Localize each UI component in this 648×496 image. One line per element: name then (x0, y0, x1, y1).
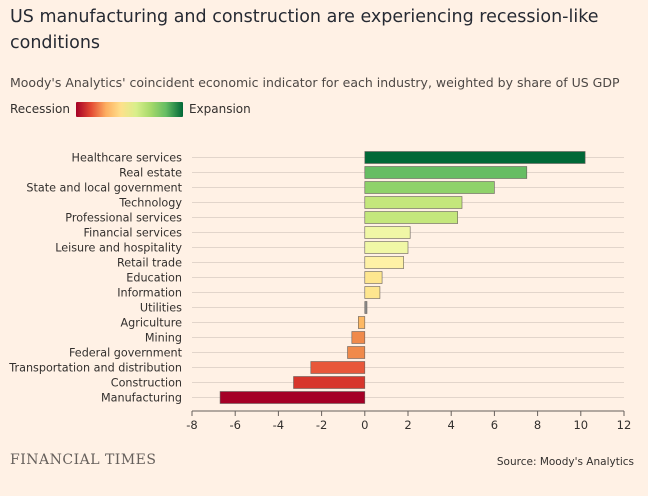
category-label: Healthcare services (72, 152, 183, 165)
x-tick-label: -2 (316, 418, 327, 432)
bar (364, 211, 458, 224)
category-label: Transportation and distribution (8, 362, 182, 375)
bar (364, 256, 404, 269)
x-tick-label: -8 (186, 418, 197, 432)
category-label: Retail trade (117, 257, 182, 270)
bar (364, 181, 495, 194)
ft-logo: FINANCIAL TIMES (10, 452, 157, 468)
bar (364, 271, 383, 284)
bar (364, 166, 528, 179)
x-tick-label: 12 (617, 418, 632, 432)
bar (293, 376, 366, 389)
category-label: Professional services (65, 212, 182, 225)
category-label: Construction (111, 377, 182, 390)
category-label: Real estate (119, 167, 182, 180)
x-tick-label: -4 (273, 418, 284, 432)
legend-gradient-bar (75, 101, 183, 117)
category-label: Leisure and hospitality (55, 242, 182, 255)
category-label: Financial services (84, 227, 183, 240)
color-legend: Recession Expansion (10, 100, 251, 118)
bar (310, 361, 366, 374)
x-tick-label: -6 (229, 418, 240, 432)
bar (364, 151, 586, 164)
category-label: Information (117, 287, 182, 300)
chart-title: US manufacturing and construction are ex… (10, 7, 599, 53)
bar (364, 286, 381, 299)
category-label: Manufacturing (101, 392, 182, 405)
category-label: Mining (145, 332, 182, 345)
bar (364, 196, 463, 209)
category-label: Agriculture (120, 317, 182, 330)
bar (364, 226, 411, 239)
category-label: State and local government (26, 182, 182, 195)
x-tick-label: 10 (573, 418, 588, 432)
bar (347, 346, 366, 359)
category-label: Technology (118, 197, 182, 210)
legend-high-label: Expansion (188, 102, 251, 116)
x-tick-label: 2 (404, 418, 411, 432)
bar (364, 241, 409, 254)
chart-subtitle: Moody's Analytics' coincident economic i… (10, 75, 620, 90)
category-label: Education (126, 272, 182, 285)
x-tick-label: 8 (534, 418, 541, 432)
x-tick-label: 4 (448, 418, 455, 432)
source-note: Source: Moody's Analytics (496, 456, 634, 468)
legend-low-label: Recession (10, 102, 70, 116)
category-label: Utilities (140, 302, 182, 315)
bar-chart: Healthcare services Real estate State and … (8, 151, 632, 432)
bar (364, 301, 368, 314)
bar (351, 331, 366, 344)
category-label: Federal government (69, 347, 183, 360)
bar (219, 391, 366, 404)
bar (358, 316, 366, 329)
x-tick-label: 6 (491, 418, 498, 432)
x-tick-label: 0 (361, 418, 368, 432)
